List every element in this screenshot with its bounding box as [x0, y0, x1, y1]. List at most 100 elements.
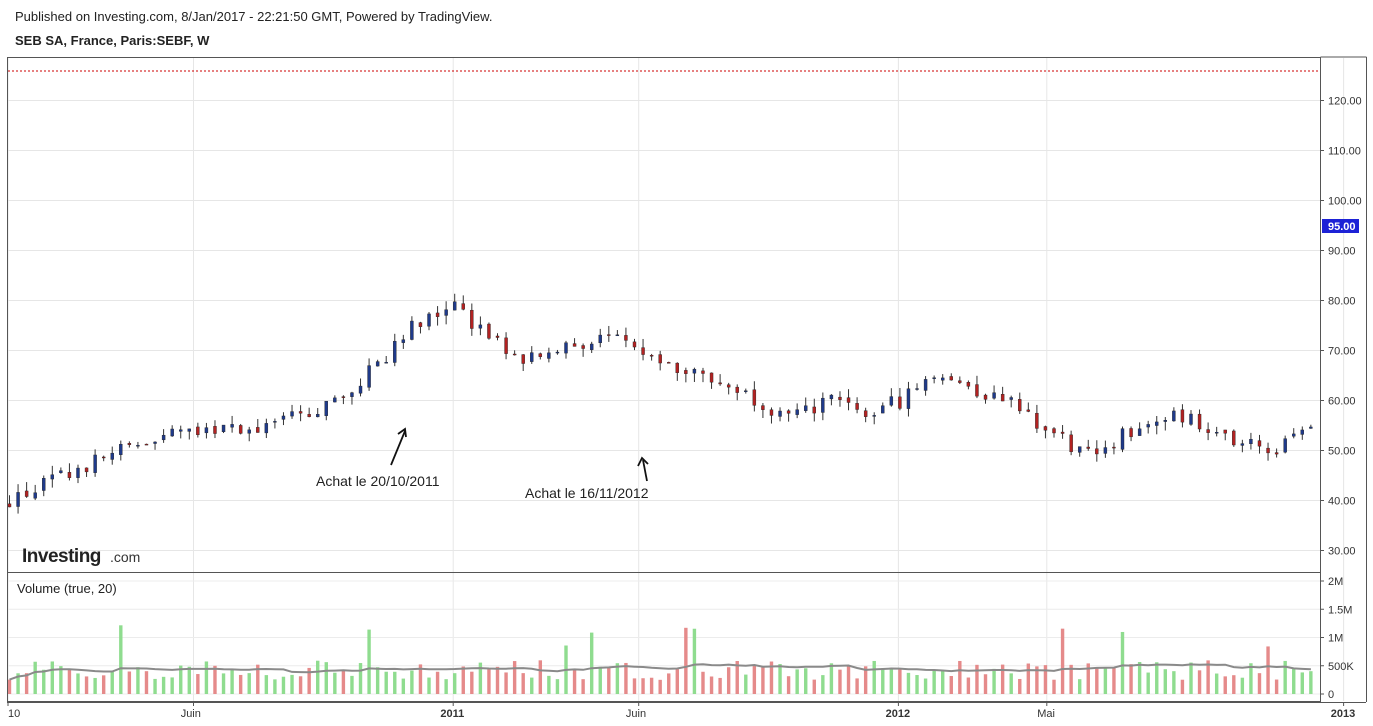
- volume-bar: [1249, 663, 1253, 694]
- volume-bar: [649, 677, 654, 694]
- volume-tick-label: 1.5M: [1328, 604, 1352, 616]
- candle-body: [1309, 426, 1313, 429]
- volume-bar: [898, 669, 902, 694]
- candle-body: [470, 309, 474, 329]
- candle-body: [410, 320, 414, 340]
- candle-body: [709, 372, 714, 383]
- volume-ma-line: [9, 663, 1311, 681]
- volume-tick-label: 2M: [1328, 576, 1343, 588]
- candle-body: [1000, 394, 1005, 402]
- volume-bar: [161, 676, 166, 694]
- volume-bar: [84, 676, 89, 694]
- volume-bar: [615, 663, 620, 694]
- candle-body: [24, 490, 29, 497]
- volume-bar: [581, 679, 585, 694]
- candle-body: [1172, 410, 1176, 422]
- price-tick-label: 70.00: [1328, 346, 1356, 358]
- volume-bar: [632, 678, 637, 694]
- annotation-2: Achat le 16/11/2012: [525, 456, 649, 501]
- candle-body: [1240, 443, 1245, 446]
- candle-body: [1069, 434, 1073, 453]
- volume-bar: [906, 672, 911, 694]
- candle-body: [144, 443, 149, 446]
- volume-bar: [1112, 667, 1116, 694]
- candle-body: [33, 492, 37, 499]
- volume-bar: [735, 660, 739, 694]
- volume-bar: [863, 666, 868, 694]
- volume-bar: [1163, 669, 1168, 694]
- volume-bar: [1000, 664, 1005, 694]
- candle-body: [1095, 448, 1099, 455]
- volume-bar: [290, 674, 294, 694]
- volume-bar: [358, 663, 363, 694]
- price-tick-label: 80.00: [1328, 296, 1356, 308]
- volume-bar: [93, 677, 97, 694]
- candle-body: [341, 396, 346, 398]
- candle-body: [701, 370, 705, 374]
- candle-body: [1077, 446, 1082, 453]
- volume-bar: [1120, 631, 1125, 694]
- candle-body: [1026, 409, 1031, 412]
- candle-body: [367, 365, 371, 388]
- volume-bar: [778, 664, 782, 694]
- candle-body: [881, 405, 885, 414]
- annotation-label-1: Achat le 20/10/2011: [316, 473, 440, 489]
- volume-bar: [521, 673, 525, 694]
- candle-body: [196, 426, 200, 436]
- candle-body: [67, 472, 72, 478]
- candle-body: [1163, 420, 1168, 422]
- volume-bar: [427, 677, 431, 694]
- volume-bar: [144, 671, 149, 694]
- volume-bar: [495, 666, 500, 694]
- candle-body: [161, 434, 166, 441]
- volume-bar: [709, 676, 714, 694]
- volume-bar: [410, 670, 414, 694]
- annotation-label-2: Achat le 16/11/2012: [525, 485, 649, 501]
- logo-suffix: .com: [110, 549, 140, 565]
- volume-bar: [401, 678, 406, 694]
- candle-body: [855, 403, 859, 410]
- candle-body: [76, 467, 80, 478]
- candle-body: [1086, 446, 1090, 449]
- grid-lines: [7, 58, 1345, 701]
- candle-body: [572, 343, 577, 347]
- time-tick-label: Mai: [1037, 708, 1055, 720]
- volume-bar: [1052, 679, 1056, 694]
- candle-body: [418, 322, 423, 327]
- volume-bar: [1223, 676, 1227, 694]
- time-tick-label: 10: [8, 708, 20, 720]
- volume-bar: [701, 671, 705, 694]
- volume-bar: [1060, 628, 1065, 694]
- volume-bar: [221, 673, 226, 694]
- volume-bar: [307, 667, 311, 694]
- volume-bar: [127, 671, 132, 694]
- candle-body: [1112, 446, 1116, 449]
- volume-bar: [804, 668, 808, 694]
- candle-body: [684, 370, 688, 374]
- volume-bar: [1232, 675, 1236, 694]
- volume-bar: [1086, 663, 1090, 694]
- candle-body: [872, 415, 876, 417]
- volume-bar: [530, 677, 534, 694]
- candle-body: [16, 492, 20, 507]
- volume-bar: [726, 667, 731, 694]
- volume-bar: [375, 667, 380, 694]
- price-tick-label: 90.00: [1328, 246, 1356, 258]
- candle-body: [204, 427, 209, 434]
- candle-body: [846, 397, 851, 403]
- volume-bar: [101, 675, 106, 694]
- candle-body: [290, 411, 294, 417]
- candle-body: [375, 361, 380, 367]
- volume-bar: [42, 669, 46, 694]
- volume-bar: [33, 661, 37, 694]
- annotation-arrowhead-2: [637, 456, 649, 467]
- candle-body: [307, 414, 311, 417]
- candle-body: [1035, 412, 1039, 429]
- time-tick-label: 2011: [440, 708, 464, 720]
- candle-body: [649, 355, 654, 357]
- volume-bar: [1009, 673, 1013, 694]
- time-tick-label: Juin: [181, 708, 201, 720]
- candle-body: [213, 426, 217, 434]
- candle-body: [478, 324, 483, 329]
